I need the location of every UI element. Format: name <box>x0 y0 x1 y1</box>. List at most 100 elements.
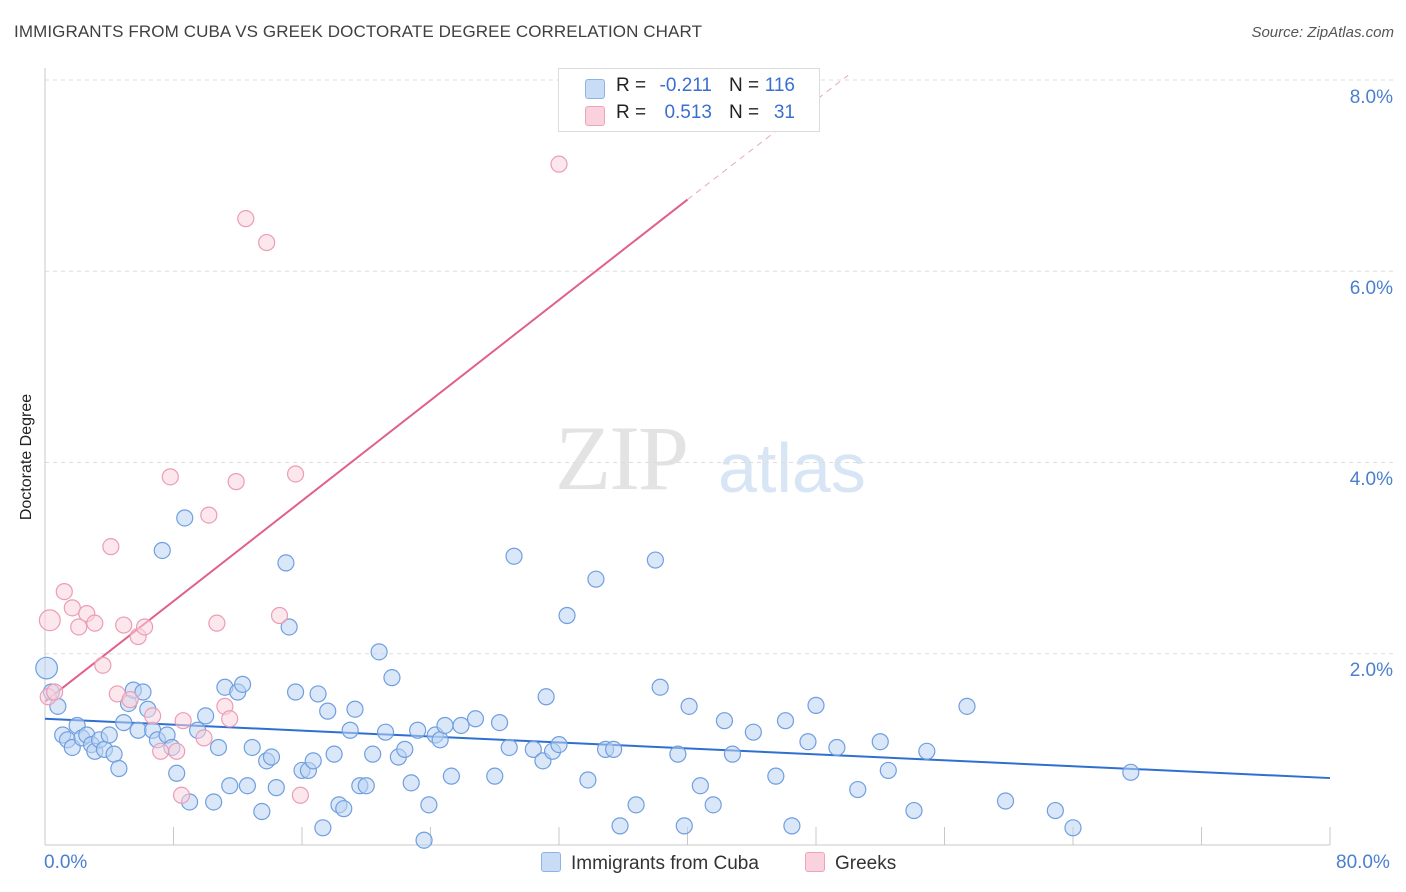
cuba-point <box>346 700 364 718</box>
cuba-point <box>879 761 897 780</box>
cuba-swatch <box>585 79 605 99</box>
cuba-point <box>627 796 645 814</box>
cuba-point <box>286 683 305 701</box>
cuba-point <box>579 771 597 789</box>
greeks-point <box>115 616 133 634</box>
n-value: 116 <box>764 75 795 96</box>
greeks-point <box>102 538 120 556</box>
n-value: 31 <box>773 102 795 123</box>
r-value: -0.211 <box>659 75 712 96</box>
cuba-point <box>396 740 414 758</box>
legend-item-cuba[interactable]: Immigrants from Cuba <box>541 852 759 875</box>
cuba-point <box>277 554 295 572</box>
cuba-point <box>153 541 171 560</box>
cuba-legend-swatch <box>541 852 561 872</box>
legend-item-greeks[interactable]: Greeks <box>805 852 896 875</box>
cuba-point <box>958 697 976 715</box>
greeks-point <box>168 742 186 760</box>
n-label: N = <box>729 75 760 96</box>
cuba-point <box>314 819 332 837</box>
greeks-point <box>70 618 88 636</box>
greeks-swatch <box>585 106 605 126</box>
cuba-point <box>918 742 936 760</box>
cuba-point <box>100 726 118 744</box>
cuba-point <box>691 777 709 795</box>
cuba-point <box>651 678 669 696</box>
cuba-point <box>849 780 867 799</box>
source-credit: Source: ZipAtlas.com <box>1251 24 1394 41</box>
watermark-atlas: atlas <box>718 429 866 507</box>
cuba-point <box>828 738 846 757</box>
cuba-point <box>243 738 261 757</box>
greeks-point <box>174 712 192 730</box>
cuba-point <box>442 767 460 785</box>
cuba-point <box>205 793 223 811</box>
cuba-point <box>309 685 327 703</box>
cuba-point <box>452 716 470 735</box>
cuba-point <box>176 509 194 527</box>
cuba-point <box>115 713 133 732</box>
cuba-point <box>319 702 337 720</box>
r-label: R = <box>616 75 647 96</box>
cuba-point <box>524 740 542 758</box>
cuba-point <box>325 745 343 763</box>
greeks-point <box>208 614 226 632</box>
r-value: 0.513 <box>664 102 712 123</box>
stats-row-cuba: R = -0.211 N = 116 <box>559 75 819 101</box>
cuba-point <box>715 712 734 730</box>
cuba-point <box>486 767 504 785</box>
trend-line-greeks <box>44 198 689 703</box>
cuba-point <box>871 733 889 751</box>
cuba-point <box>267 779 285 797</box>
gridlines <box>45 79 1395 655</box>
cuba-point <box>1064 819 1082 837</box>
cuba-point <box>611 817 629 835</box>
x-tick-label-max: 80.0% <box>1336 852 1390 873</box>
cuba-point <box>744 723 762 741</box>
greeks-point <box>237 210 255 228</box>
cuba-point <box>550 735 568 754</box>
cuba-point <box>490 713 509 732</box>
cuba-point <box>168 764 186 782</box>
cuba-point <box>197 707 215 725</box>
y-tick-label-4: 4.0% <box>1349 469 1393 490</box>
stats-row-greeks: R = 0.513 N = 31 <box>559 102 819 128</box>
cuba-point <box>209 738 228 757</box>
r-label: R = <box>616 102 647 123</box>
cuba-point <box>335 800 353 818</box>
y-axis-label: Doctorate Degree <box>18 393 35 521</box>
trend-line-greeks-extension <box>687 74 849 200</box>
cuba-point <box>723 745 742 763</box>
cuba-point <box>110 759 128 778</box>
cuba-point <box>341 721 359 739</box>
cuba-point <box>221 777 239 795</box>
cuba-point <box>1122 763 1140 781</box>
y-tick-label-6: 6.0% <box>1349 278 1393 299</box>
chart-title: IMMIGRANTS FROM CUBA VS GREEK DOCTORATE … <box>14 22 703 41</box>
cuba-point <box>364 745 382 763</box>
cuba-point <box>415 831 433 849</box>
cuba-point <box>669 745 687 763</box>
greeks-point <box>152 742 170 760</box>
cuba-point <box>238 777 256 795</box>
cuba-point <box>767 767 785 785</box>
cuba-point <box>500 738 518 757</box>
cuba-point <box>280 618 298 636</box>
cuba-point <box>807 696 825 714</box>
cuba-point <box>431 731 449 749</box>
cuba-point <box>704 796 722 814</box>
greeks-point <box>161 468 179 486</box>
trend-lines <box>44 74 1331 780</box>
cuba-point <box>134 683 152 701</box>
greeks-point <box>200 506 218 524</box>
cuba-point <box>1046 801 1064 820</box>
cuba-point <box>262 748 281 766</box>
cuba-point <box>253 802 271 821</box>
greeks-point <box>86 614 104 632</box>
cuba-point <box>466 710 485 728</box>
cuba-point <box>304 752 322 770</box>
watermark-zip: ZIP <box>555 407 689 509</box>
cuba-point <box>646 551 664 569</box>
cuba-point <box>905 801 923 820</box>
